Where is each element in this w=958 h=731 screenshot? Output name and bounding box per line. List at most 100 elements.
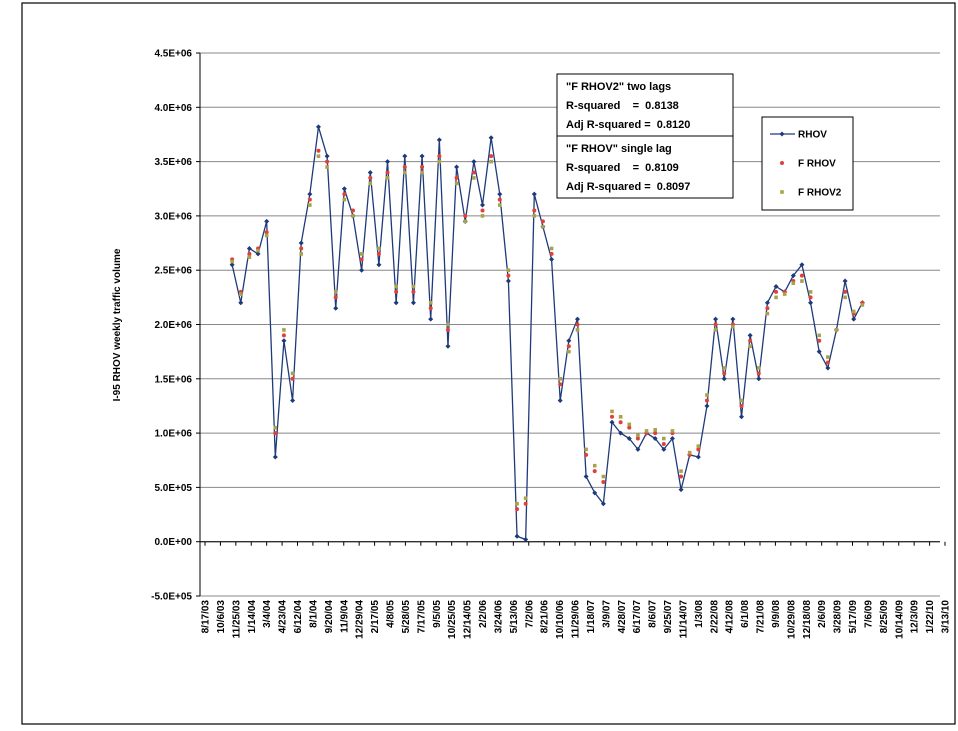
data-point [489,159,493,164]
annotation-text: Adj R-squared = 0.8120 [566,119,690,131]
x-tick-label: 2/22/08 [709,600,720,634]
annotation-text: R-squared = 0.8138 [566,100,679,112]
data-point [696,447,701,452]
data-point [523,501,528,506]
data-point [661,441,666,446]
data-point [324,153,330,159]
data-point [678,487,684,493]
data-point [843,289,848,294]
data-point [385,176,390,180]
data-point [333,290,338,294]
data-point [739,414,744,420]
data-point [256,248,260,253]
y-tick-label: 0.0E+00 [154,537,192,548]
data-point [860,303,865,307]
data-point [428,316,434,322]
data-point [653,431,658,436]
data-point [618,415,623,419]
data-point [609,419,615,425]
data-point [281,333,286,338]
data-point [566,344,571,349]
x-tick-label: 10/14/09 [894,600,905,639]
data-point [428,306,433,311]
data-point [264,218,270,224]
data-point [489,154,494,159]
y-tick-label: 4.5E+06 [154,49,192,60]
data-point [420,170,424,175]
data-point [791,281,796,286]
series-line [231,126,863,541]
data-point [635,436,640,441]
data-point [247,255,252,259]
data-point [851,316,857,322]
data-point [695,454,701,460]
data-point [532,214,537,218]
x-tick-label: 11/14/07 [678,600,689,639]
data-point [834,328,839,332]
data-point [359,267,365,273]
data-point [506,273,511,278]
data-point [584,447,588,452]
data-point [463,213,468,218]
x-tick-label: 3/4/04 [262,600,273,628]
data-point [471,170,476,175]
data-point [790,273,796,279]
legend-label: F RHOV [798,159,836,170]
data-point [842,278,848,284]
data-point [394,284,398,289]
data-point [246,245,252,251]
x-tick-label: 9/5/05 [432,600,443,628]
data-point [298,240,304,246]
data-point [808,300,814,306]
y-tick-label: 2.5E+06 [154,266,192,277]
data-point [255,251,261,257]
x-tick-label: 11/9/04 [339,600,350,633]
data-point [583,474,589,480]
y-tick-label: 1.0E+06 [154,429,192,440]
data-point [376,251,381,256]
x-tick-label: 8/21/06 [540,600,551,634]
data-point [506,268,511,272]
data-point [756,376,762,382]
data-point [773,283,779,289]
x-tick-label: 4/12/08 [725,600,736,634]
x-tick-label: 10/6/03 [216,600,227,634]
data-point [627,425,632,430]
x-tick-label: 2/2/06 [478,600,489,628]
data-point [273,425,278,430]
data-point [264,230,269,235]
legend-marker [780,190,784,194]
x-tick-label: 11/25/03 [231,600,242,639]
x-tick-label: 8/1/04 [308,600,319,628]
x-tick-label: 4/28/07 [617,600,628,634]
data-point [472,176,476,180]
data-point [713,322,718,327]
data-point [618,430,624,436]
legend-item: F RHOV [780,159,836,170]
data-point [385,170,390,175]
x-tick-label: 1/3/08 [694,600,705,628]
x-tick-label: 1/14/04 [247,600,258,634]
data-point [411,284,416,289]
x-tick-label: 10/10/06 [555,600,566,639]
legend-marker [779,131,785,137]
x-tick-label: 12/14/05 [463,600,474,639]
x-tick-label: 12/29/04 [355,600,366,639]
data-point [817,333,821,338]
data-point [454,175,459,180]
data-point [238,300,244,306]
data-point [652,436,658,442]
data-point [290,376,295,381]
data-point [264,233,269,238]
x-tick-label: 12/3/09 [910,600,921,634]
data-point [325,165,329,169]
data-point [799,262,805,268]
data-point [367,169,373,175]
data-point [402,165,407,170]
x-tick-label: 8/17/03 [201,600,212,634]
data-point [368,181,373,186]
data-point [567,349,571,354]
data-point [410,300,416,306]
data-point [774,295,778,300]
